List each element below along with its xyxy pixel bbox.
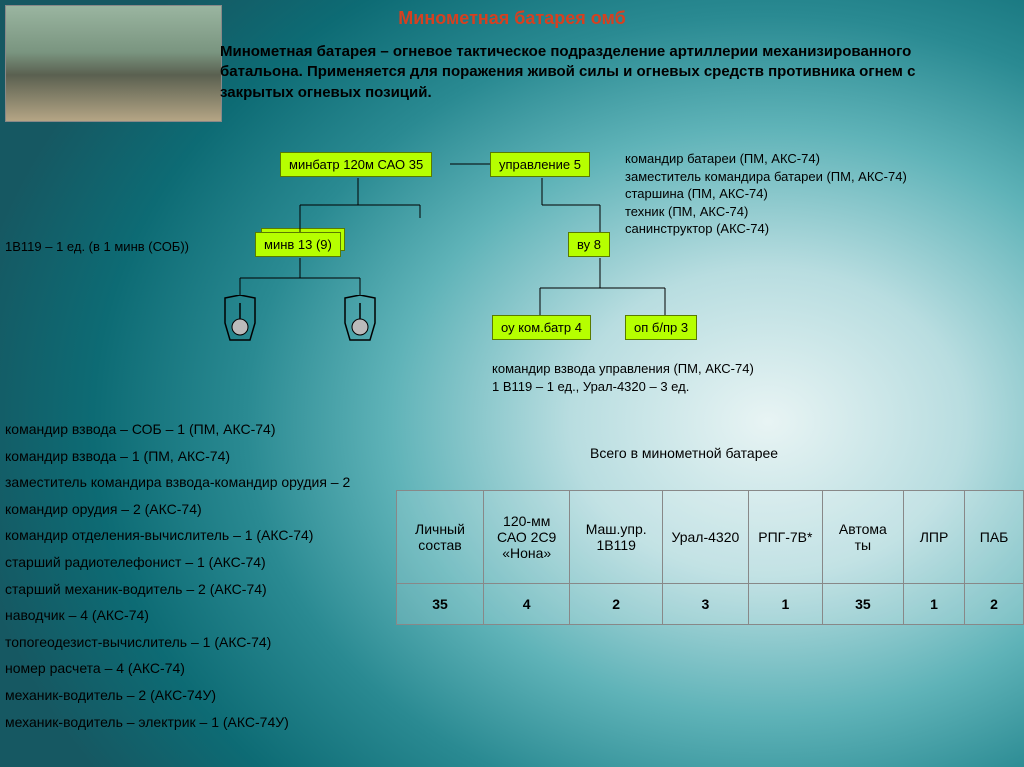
- vu-list-item: 1 В119 – 1 ед., Урал-4320 – 3 ед.: [492, 378, 902, 396]
- vu-list: командир взвода управления (ПМ, АКС-74)1…: [492, 360, 902, 395]
- left-list: командир взвода – СОБ – 1 (ПМ, АКС-74)ко…: [5, 416, 395, 735]
- table-header: ПАБ: [965, 491, 1024, 584]
- description: Минометная батарея – огневое тактическое…: [220, 42, 980, 103]
- table-cell: 35: [397, 584, 484, 625]
- table-cell: 3: [662, 584, 748, 625]
- left-list-item: командир отделения-вычислитель – 1 (АКС-…: [5, 522, 395, 549]
- right-list-item: санинструктор (АКС-74): [625, 220, 1020, 238]
- table-title: Всего в минометной батарее: [590, 445, 778, 461]
- summary-table: Личный состав120-мм САО 2С9 «Нона»Маш.уп…: [396, 490, 1024, 625]
- table-cell: 2: [570, 584, 662, 625]
- node-vu: ву 8: [568, 232, 610, 257]
- table-cell: 2: [965, 584, 1024, 625]
- mortar-symbol-0: [222, 295, 258, 343]
- left-list-item: заместитель командира взвода-командир ор…: [5, 469, 395, 496]
- left-list-item: наводчик – 4 (АКС-74): [5, 602, 395, 629]
- node-op: оп б/пр 3: [625, 315, 697, 340]
- node-ou: оу ком.батр 4: [492, 315, 591, 340]
- mortar-symbol-1: [342, 295, 378, 343]
- node-control: управление 5: [490, 152, 590, 177]
- left-list-item: старший радиотелефонист – 1 (АКС-74): [5, 549, 395, 576]
- table-header: ЛПР: [903, 491, 964, 584]
- table-header: Автома ты: [822, 491, 903, 584]
- table-header: Урал-4320: [662, 491, 748, 584]
- page-title: Минометная батарея омб: [0, 8, 1024, 29]
- left-list-item: командир орудия – 2 (АКС-74): [5, 496, 395, 523]
- left-list-item: командир взвода – 1 (ПМ, АКС-74): [5, 443, 395, 470]
- table-header: Личный состав: [397, 491, 484, 584]
- note-left: 1В119 – 1 ед. (в 1 минв (СОБ)): [5, 238, 189, 256]
- table-cell: 35: [822, 584, 903, 625]
- description-bold: Минометная батарея: [220, 43, 376, 60]
- left-list-item: механик-водитель – электрик – 1 (АКС-74У…: [5, 709, 395, 736]
- node-root: минбатр 120м САО 35: [280, 152, 432, 177]
- right-list: командир батареи (ПМ, АКС-74)заместитель…: [625, 150, 1020, 238]
- left-list-item: номер расчета – 4 (АКС-74): [5, 655, 395, 682]
- node-minv: минв 13 (9): [255, 232, 341, 257]
- vu-list-item: командир взвода управления (ПМ, АКС-74): [492, 360, 902, 378]
- left-list-item: механик-водитель – 2 (АКС-74У): [5, 682, 395, 709]
- right-list-item: командир батареи (ПМ, АКС-74): [625, 150, 1020, 168]
- left-list-item: старший механик-водитель – 2 (АКС-74): [5, 576, 395, 603]
- left-list-item: командир взвода – СОБ – 1 (ПМ, АКС-74): [5, 416, 395, 443]
- table-header: РПГ-7В*: [748, 491, 822, 584]
- right-list-item: техник (ПМ, АКС-74): [625, 203, 1020, 221]
- left-list-item: топогеодезист-вычислитель – 1 (АКС-74): [5, 629, 395, 656]
- table-cell: 1: [903, 584, 964, 625]
- right-list-item: старшина (ПМ, АКС-74): [625, 185, 1020, 203]
- table-header: Маш.упр. 1В119: [570, 491, 662, 584]
- table-cell: 4: [483, 584, 569, 625]
- table-header: 120-мм САО 2С9 «Нона»: [483, 491, 569, 584]
- right-list-item: заместитель командира батареи (ПМ, АКС-7…: [625, 168, 1020, 186]
- table-cell: 1: [748, 584, 822, 625]
